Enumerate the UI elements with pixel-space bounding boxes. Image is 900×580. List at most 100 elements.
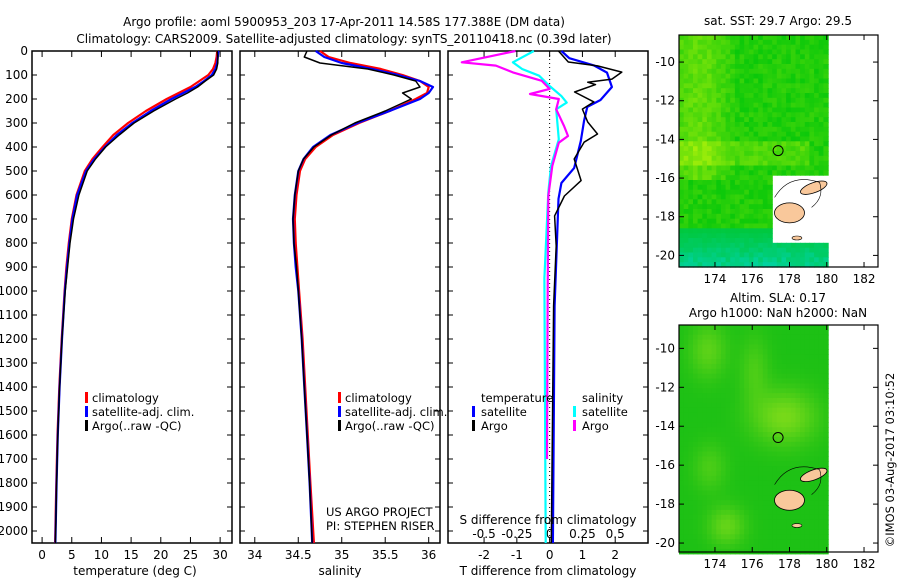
sla-cell	[748, 368, 755, 375]
sla-cell	[711, 446, 717, 453]
sst-cell	[800, 88, 806, 94]
sla-cell	[809, 422, 815, 428]
sla-cell	[734, 505, 741, 511]
sst-cell	[818, 83, 824, 89]
sst-cell	[753, 39, 759, 46]
sla-cell	[786, 359, 792, 365]
sst-cell	[795, 131, 801, 138]
sla-cell	[744, 500, 750, 506]
sst-cell	[706, 184, 713, 191]
sla-cell	[706, 344, 713, 350]
map-lat-label: -10	[655, 55, 675, 69]
sst-cell	[748, 199, 755, 205]
sla-cell	[679, 398, 685, 404]
sst-cell	[772, 93, 778, 99]
sla-cell	[823, 461, 829, 467]
sla-cell	[823, 378, 829, 384]
sst-cell	[795, 126, 801, 133]
sla-cell	[786, 329, 792, 336]
sla-cell	[762, 475, 769, 482]
legend-label-climatology: climatology	[345, 391, 412, 405]
sla-cell	[725, 417, 731, 423]
sst-cell	[804, 136, 811, 142]
sst-cell	[781, 83, 787, 89]
sla-cell	[748, 407, 755, 414]
sst-cell	[702, 238, 708, 244]
sst-cell	[734, 204, 741, 210]
sla-cell	[790, 456, 797, 462]
sst-cell	[688, 112, 694, 118]
sla-cell	[776, 441, 783, 448]
sst-cell	[818, 146, 824, 152]
sla-cell	[734, 388, 741, 394]
sla-cell	[795, 407, 801, 414]
sla-cell	[762, 432, 769, 438]
sla-cell	[800, 388, 806, 394]
sst-cell	[739, 112, 745, 118]
sla-cell	[795, 534, 801, 540]
sla-cell	[800, 325, 806, 331]
sla-cell	[739, 354, 745, 360]
sla-cell	[800, 509, 806, 516]
sla-cell	[683, 461, 689, 467]
sst-cell	[823, 93, 829, 99]
sla-cell	[744, 495, 750, 501]
sst-cell	[730, 88, 736, 94]
sst-cell	[753, 102, 759, 109]
sst-cell	[823, 155, 829, 162]
sla-cell	[767, 466, 773, 472]
sla-cell	[739, 432, 745, 438]
sst-cell	[688, 194, 694, 200]
sla-cell	[781, 378, 787, 384]
sst-cell	[739, 184, 745, 191]
sla-cell	[739, 407, 745, 414]
sla-cell	[804, 402, 811, 409]
sst-cell	[809, 242, 815, 249]
sla-cell	[795, 461, 801, 467]
sla-cell	[725, 544, 731, 550]
sst-cell	[697, 49, 703, 55]
sst-cell	[767, 93, 773, 99]
sla-cell	[818, 485, 824, 492]
sst-cell	[702, 73, 708, 80]
sst-cell	[772, 122, 778, 128]
sla-cell	[734, 529, 741, 535]
sst-cell	[776, 257, 783, 263]
sst-cell	[790, 170, 797, 176]
sst-cell	[795, 59, 801, 65]
sst-cell	[697, 78, 703, 84]
sst-cell	[725, 262, 731, 268]
sla-cell	[786, 325, 792, 331]
sst-cell	[781, 39, 787, 46]
sst-map-title: sat. SST: 29.7 Argo: 29.5	[704, 14, 852, 28]
sst-cell	[804, 126, 811, 133]
sst-cell	[809, 68, 815, 75]
sla-cell	[716, 461, 722, 467]
sst-cell	[734, 151, 741, 157]
sla-cell	[786, 349, 792, 355]
sst-cell	[683, 73, 689, 80]
sla-cell	[823, 509, 829, 516]
sla-cell	[818, 363, 824, 370]
sla-cell	[744, 436, 750, 443]
sla-cell	[804, 344, 811, 350]
sla-cell	[814, 446, 820, 453]
sst-cell	[697, 223, 703, 229]
sla-cell	[790, 368, 797, 375]
sst-cell	[804, 35, 811, 41]
sla-cell	[786, 373, 792, 380]
sla-cell	[739, 412, 745, 419]
sst-cell	[697, 199, 703, 205]
sla-cell	[804, 398, 811, 404]
sst-cell	[795, 257, 801, 263]
sla-cell	[790, 334, 797, 341]
sst-cell	[702, 257, 708, 263]
sst-cell	[809, 39, 815, 46]
sst-cell	[795, 64, 801, 70]
sla-cell	[814, 495, 820, 501]
sla-cell	[758, 363, 764, 370]
sla-cell	[800, 519, 806, 526]
sla-cell	[730, 446, 736, 453]
sla-cell	[716, 368, 722, 375]
sla-cell	[767, 441, 773, 448]
